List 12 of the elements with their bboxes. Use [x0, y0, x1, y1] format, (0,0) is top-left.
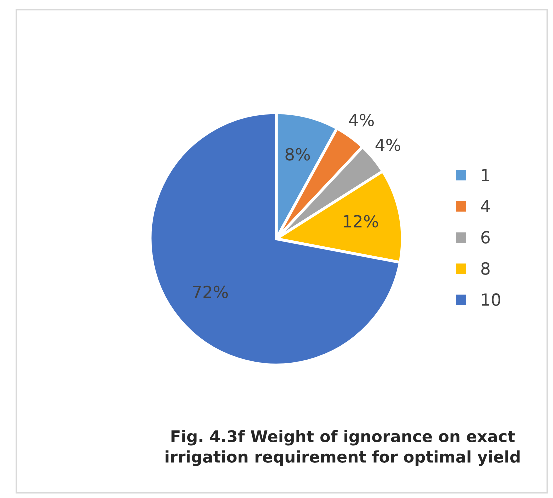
legend-label: 4	[481, 200, 490, 213]
legend-label: 8	[482, 262, 490, 276]
text: Fig. 4.3f Weight of ignorance on exact irrigation requirement for optimal yield	[166, 430, 520, 466]
data-label: 72%	[193, 286, 228, 299]
data-label: 12%	[344, 215, 378, 228]
pie-slice	[149, 112, 402, 366]
data-label: 4%	[349, 114, 374, 127]
legend-label: 1	[482, 169, 490, 182]
legend-label: 10	[482, 294, 501, 306]
data-label: 4%	[376, 138, 401, 152]
data-label: 8%	[286, 148, 310, 161]
legend-label: 6	[482, 231, 490, 244]
